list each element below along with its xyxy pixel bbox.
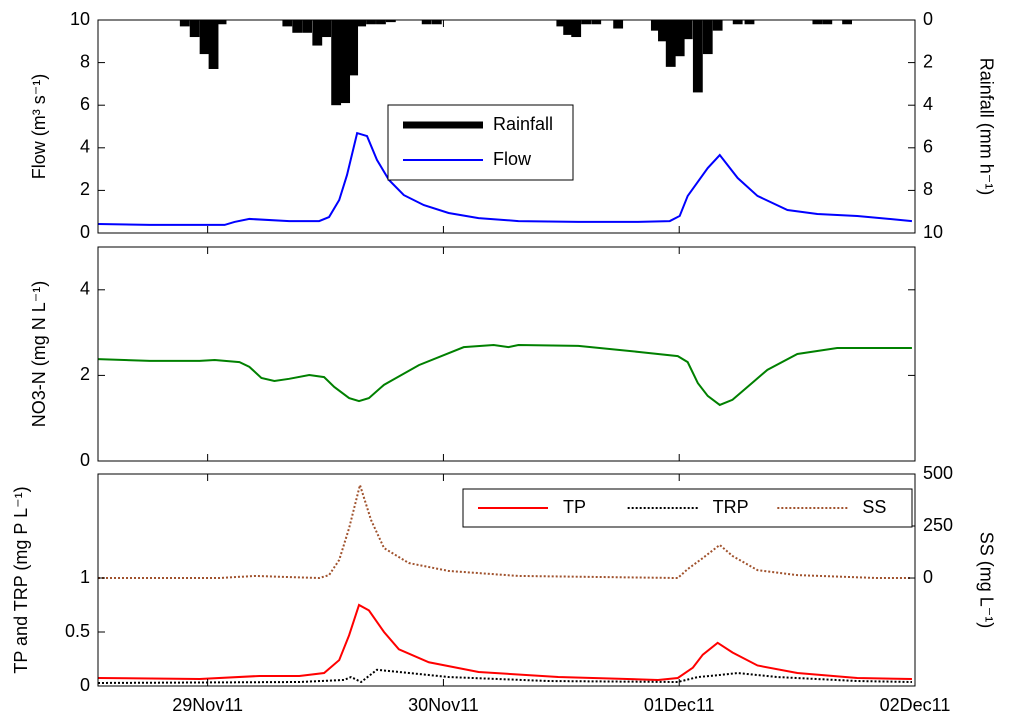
rain-bar <box>321 20 332 38</box>
rain-bar <box>282 20 293 27</box>
y-tick-label: 6 <box>80 94 90 114</box>
axes-box <box>97 473 916 687</box>
legend-label: SS <box>862 497 886 517</box>
rain-bar <box>556 20 567 27</box>
series-line <box>98 603 912 681</box>
rain-bar <box>822 20 833 25</box>
rain-bar <box>665 20 676 67</box>
rain-bar <box>581 20 591 25</box>
y-tick-label: 0 <box>80 675 90 695</box>
rain-bar <box>692 20 703 93</box>
y2-tick-label: 0 <box>923 9 933 29</box>
rain-bar <box>842 20 853 25</box>
y2-tick-label: 4 <box>923 94 933 114</box>
y-tick-label: 10 <box>70 9 90 29</box>
y-tick-label: 1 <box>80 567 90 587</box>
rain-bar <box>674 20 685 57</box>
rain-bar <box>431 20 442 25</box>
rain-bar <box>199 20 210 55</box>
rain-bar <box>744 20 755 25</box>
plot-area <box>98 344 912 407</box>
rain-bar <box>563 20 574 35</box>
x-tick-label: 01Dec11 <box>644 695 715 715</box>
rain-bar <box>208 20 219 69</box>
series-line <box>98 344 912 407</box>
y-tick-label: 2 <box>80 364 90 384</box>
legend-label: Rainfall <box>493 114 553 134</box>
rain-bar <box>340 20 351 104</box>
y-axis-label: NO3-N (mg N L⁻¹) <box>29 281 49 428</box>
rain-bar <box>331 20 342 106</box>
legend-box <box>387 104 574 181</box>
y2-tick-label: 2 <box>923 51 933 71</box>
rain-bar <box>812 20 823 25</box>
rain-bar <box>292 20 303 33</box>
y-tick-label: 0 <box>80 450 90 470</box>
y2-tick-label: 6 <box>923 137 933 157</box>
series-line <box>98 668 912 684</box>
rain-bar <box>312 20 323 46</box>
y-axis-label: TP and TRP (mg P L⁻¹) <box>11 486 31 673</box>
rain-bar <box>650 20 661 31</box>
y-axis-label: Flow (m³ s⁻¹) <box>29 74 49 179</box>
y2-tick-label: 250 <box>923 515 953 535</box>
y2-tick-label: 8 <box>923 179 933 199</box>
x-tick-label: 29Nov11 <box>172 695 243 715</box>
legend-label: TRP <box>713 497 749 517</box>
plot-area <box>98 481 912 684</box>
axes-box <box>97 19 916 234</box>
legend-label: TP <box>563 497 586 517</box>
rain-bar <box>658 20 668 42</box>
rain-bar <box>179 20 190 27</box>
y-tick-label: 2 <box>80 179 90 199</box>
rain-bar <box>189 20 200 38</box>
y2-tick-label: 0 <box>923 567 933 587</box>
rain-bar <box>591 20 602 25</box>
rain-bar <box>356 20 367 27</box>
rain-bar <box>302 20 313 33</box>
y-tick-label: 4 <box>80 279 90 299</box>
rain-bar <box>376 20 386 25</box>
legend-label: Flow <box>493 149 532 169</box>
series-line <box>98 481 912 580</box>
rain-bar <box>421 20 432 25</box>
plot-area <box>98 20 913 226</box>
rain-bar <box>732 20 743 25</box>
y2-tick-label: 10 <box>923 222 943 242</box>
rain-bar <box>366 20 376 25</box>
y2-tick-label: 500 <box>923 463 953 483</box>
x-tick-label: 30Nov11 <box>408 695 479 715</box>
y-tick-label: 0 <box>80 222 90 242</box>
x-tick-label: 02Dec11 <box>880 695 951 715</box>
y-tick-label: 0.5 <box>65 621 90 641</box>
rain-bar <box>385 20 396 23</box>
rain-bar <box>702 20 713 55</box>
rain-bar <box>216 20 227 25</box>
rain-bar <box>682 20 693 40</box>
rain-bar <box>571 20 582 38</box>
axes-box <box>97 246 916 462</box>
rain-bar <box>712 20 723 31</box>
y-tick-label: 8 <box>80 51 90 71</box>
rain-bar <box>613 20 624 29</box>
y2-axis-label: SS (mg L⁻¹) <box>976 532 996 629</box>
series-line <box>98 131 913 226</box>
y2-axis-label: Rainfall (mm h⁻¹) <box>976 58 996 196</box>
y-tick-label: 4 <box>80 137 90 157</box>
rain-bar <box>348 20 359 76</box>
